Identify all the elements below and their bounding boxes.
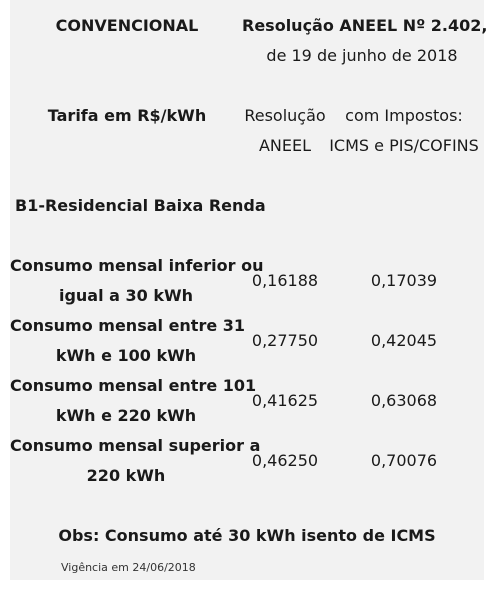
row-taxes-value: 0,63068 xyxy=(370,391,438,410)
row-taxes-value: 0,70076 xyxy=(370,451,438,470)
row-label-line2: kWh e 220 kWh xyxy=(55,406,197,425)
row-aneel-value: 0,46250 xyxy=(251,451,319,470)
section-title: B1-Residencial Baixa Renda xyxy=(15,196,266,215)
row-label-line1: Consumo mensal inferior ou xyxy=(10,256,264,275)
row-label-line2: igual a 30 kWh xyxy=(58,286,194,305)
row-taxes-value: 0,42045 xyxy=(370,331,438,350)
row-label-line2: kWh e 100 kWh xyxy=(55,346,197,365)
row-aneel-value: 0,41625 xyxy=(251,391,319,410)
observation-note: Obs: Consumo até 30 kWh isento de ICMS xyxy=(58,526,436,545)
category-title: CONVENCIONAL xyxy=(55,16,199,35)
row-taxes-value: 0,17039 xyxy=(370,271,438,290)
taxes-column-header-line1: com Impostos: xyxy=(345,106,463,125)
resolution-title: Resolução ANEEL Nº 2.402, xyxy=(242,16,488,35)
resolution-date: de 19 de junho de 2018 xyxy=(266,46,458,65)
taxes-column-header-line2: ICMS e PIS/COFINS xyxy=(329,136,479,155)
aneel-column-header-line1: Resolução xyxy=(244,106,326,125)
aneel-column-header-line2: ANEEL xyxy=(258,136,312,155)
validity-date: Vigência em 24/06/2018 xyxy=(61,561,196,574)
row-label-line1: Consumo mensal superior a xyxy=(10,436,261,455)
tariff-table: CONVENCIONAL Resolução ANEEL Nº 2.402, d… xyxy=(10,0,488,580)
row-label-line1: Consumo mensal entre 101 xyxy=(10,376,257,395)
row-aneel-value: 0,27750 xyxy=(251,331,319,350)
row-label-line1: Consumo mensal entre 31 xyxy=(10,316,246,335)
row-aneel-value: 0,16188 xyxy=(251,271,319,290)
tariff-unit-label: Tarifa em R$/kWh xyxy=(47,106,207,125)
row-label-line2: 220 kWh xyxy=(86,466,166,485)
